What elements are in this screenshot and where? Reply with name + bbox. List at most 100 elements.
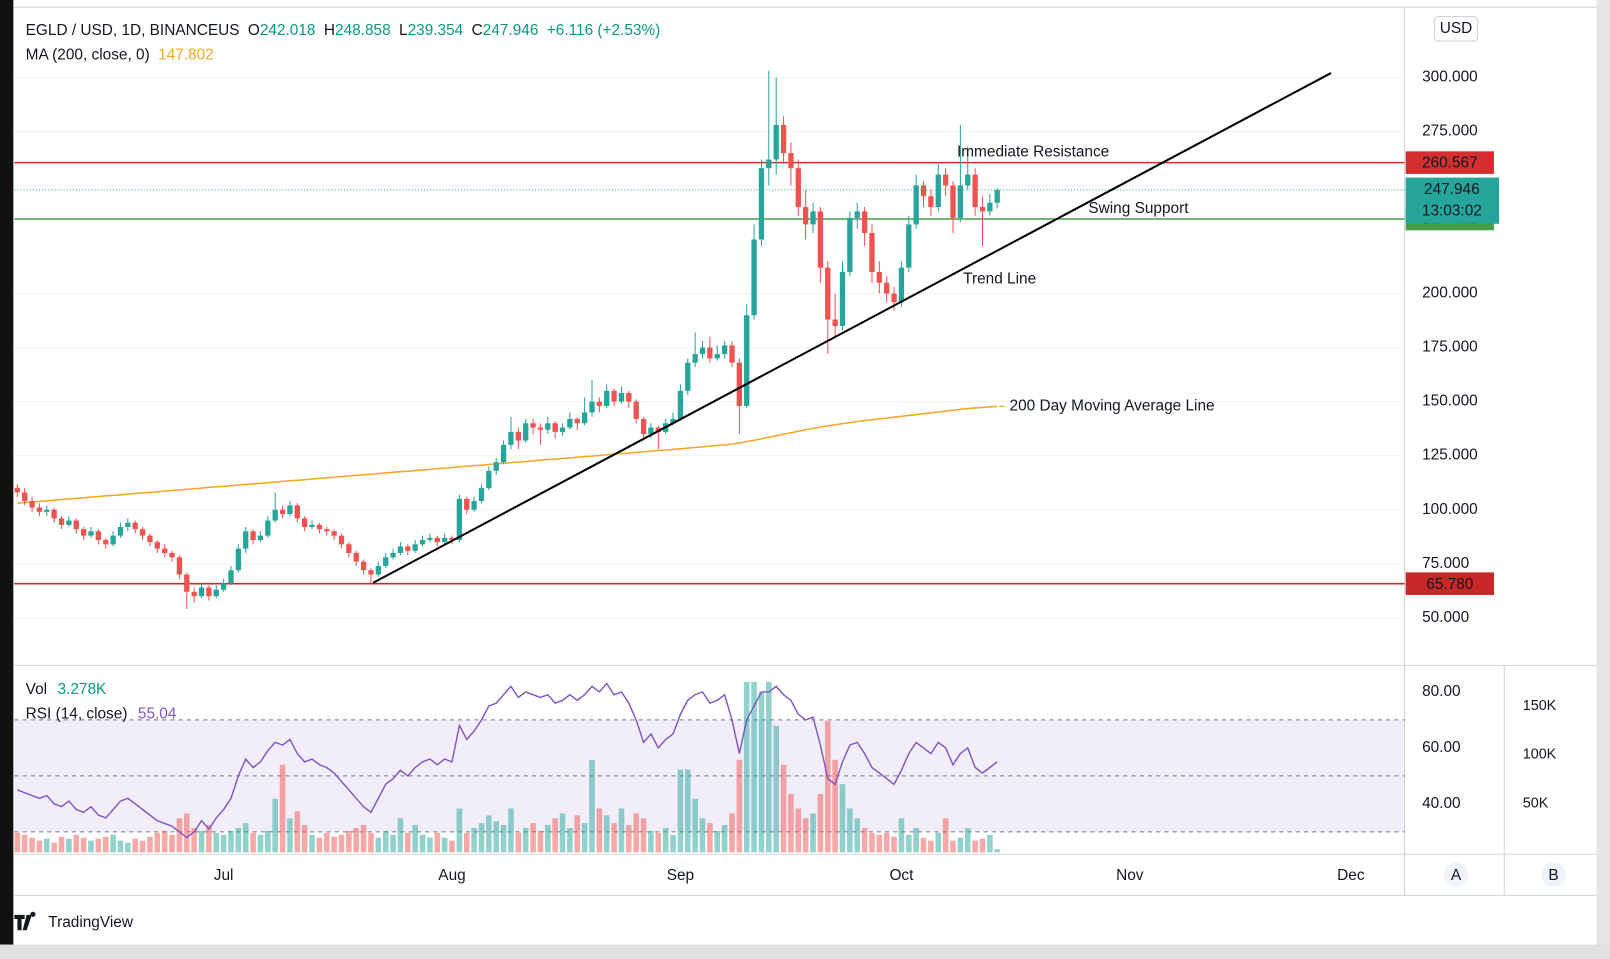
volume-bar [21,834,28,853]
candle-body [537,427,544,430]
candle-body [810,211,816,225]
candle-body [471,501,477,510]
button-b[interactable] [1541,862,1566,888]
candle-body [14,488,20,493]
volume-bar [198,830,205,853]
volume-bar [824,720,831,853]
candle-body [876,271,882,283]
indicator-pane [14,681,1405,853]
volume-bar [898,818,905,853]
price-pane: Immediate Resistance Swing Support Trend L… [14,70,1405,610]
candle-body [611,390,617,402]
y-tick-label: 150.000 [1422,393,1478,410]
candle-body [464,498,470,510]
volume-bar [323,832,330,853]
candle-body [316,524,323,530]
candle-body [486,470,492,489]
candle-body [257,535,264,540]
candle-body [618,392,625,402]
volume-bar [36,840,43,853]
candle-body [640,418,647,435]
volume-bar [456,808,463,853]
volume-bar [854,818,861,853]
volume-bar [655,832,662,853]
button-a[interactable] [1443,862,1469,888]
ohlc-value: 239.354 [408,22,464,39]
brand[interactable]: TradingView [14,911,134,931]
ma-value: 147.802 [158,47,214,64]
candle-body [552,423,558,432]
volume-bar [633,813,640,853]
candle-body [478,488,485,502]
candle-body [736,362,743,406]
volume-bar [360,825,367,853]
candle-body [147,535,153,543]
volume-bar [257,834,264,853]
volume-bar [817,793,824,853]
x-tick-label: Jul [214,867,234,884]
volume-bar [522,827,529,853]
volume-bar [147,836,153,853]
candle-body [390,552,396,558]
candle-body [803,207,809,225]
x-tick-label: Oct [889,867,914,884]
candle-body [44,509,50,512]
candle-body [213,589,219,597]
volume-bar [699,818,706,853]
volume-bar [29,837,35,853]
volume-bar [213,832,220,853]
volume-bar [684,769,691,853]
volume-bar [795,808,802,853]
candle-body [169,552,175,558]
candle-body [994,189,1000,203]
volume-bar [677,769,684,853]
button-label: B [1548,867,1558,884]
volume-bar [802,818,809,853]
volume-bar [648,830,654,853]
volume-bar [508,808,514,853]
volume-bar [66,838,72,853]
candle-body [80,529,87,536]
y-tick-label: 50.000 [1422,609,1469,626]
usd-badge[interactable]: USD [1433,15,1479,42]
level-annotation: Immediate Resistance [957,143,1109,160]
volume-bar [427,837,433,853]
candle-body [383,557,389,566]
candle-body [965,174,971,186]
volume-bar [861,827,868,853]
volume-bar [906,834,912,853]
volume-bar [581,823,588,853]
candle-body [368,570,374,575]
candle-body [162,548,168,553]
candle-body [898,267,905,303]
trend-line [372,72,1332,584]
candle-body [412,544,418,551]
x-tick-label: Nov [1116,867,1144,884]
volume-bar [294,811,301,853]
volume-bar [14,832,21,853]
candle-body [581,412,588,424]
currency-button[interactable] [1433,15,1479,42]
candle-body [825,267,831,320]
volume-bar [758,691,765,853]
candle-body [979,207,986,212]
candle-body [714,354,720,359]
ohlc-label: H [324,22,335,39]
ohlc-value: 247.946 [483,22,539,39]
volume-bar [692,798,698,853]
level-label: 65.780 [1426,576,1473,593]
volume-bar [493,821,500,853]
volume-bar [640,818,647,853]
ohlc-label: C [472,22,483,39]
candle-body [935,174,941,208]
volume-bar [405,832,411,853]
volume-bar [368,832,374,853]
candle-body [655,427,661,432]
volume-bar [132,838,139,853]
last-price-box [1405,177,1500,224]
volume-bar [125,842,131,853]
volume-bar [73,834,80,853]
candle-body [66,520,72,525]
candle-body [206,587,212,597]
